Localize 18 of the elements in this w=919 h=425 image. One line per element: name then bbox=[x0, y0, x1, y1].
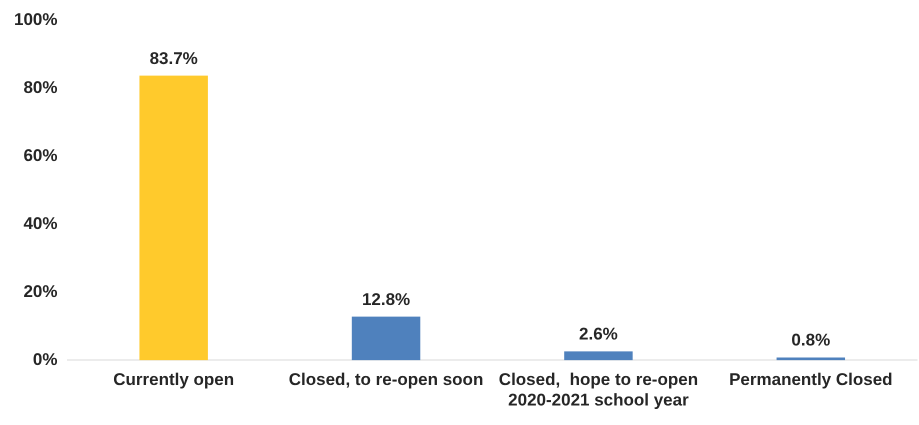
x-tick-label: Closed, hope to re-open 2020-2021 school year bbox=[498, 370, 698, 410]
data-label: 0.8% bbox=[791, 330, 830, 350]
y-tick-label: 60% bbox=[23, 146, 58, 165]
x-tick-label: Currently open bbox=[113, 370, 234, 390]
bar bbox=[352, 316, 420, 360]
y-tick-label: 80% bbox=[23, 78, 58, 97]
data-label: 12.8% bbox=[362, 290, 410, 309]
x-tick-label: Permanently Closed bbox=[729, 370, 893, 390]
y-tick-label: 40% bbox=[23, 214, 58, 233]
bar bbox=[139, 76, 208, 360]
data-label: 2.6% bbox=[579, 324, 618, 344]
y-tick-label: 0% bbox=[32, 350, 58, 369]
y-tick-label: 100% bbox=[14, 10, 58, 29]
data-label: 83.7% bbox=[150, 48, 198, 68]
y-tick-label: 20% bbox=[23, 282, 58, 301]
x-tick-label: Closed, to re-open soon bbox=[288, 370, 484, 390]
bar bbox=[776, 357, 846, 360]
bar bbox=[564, 351, 633, 360]
